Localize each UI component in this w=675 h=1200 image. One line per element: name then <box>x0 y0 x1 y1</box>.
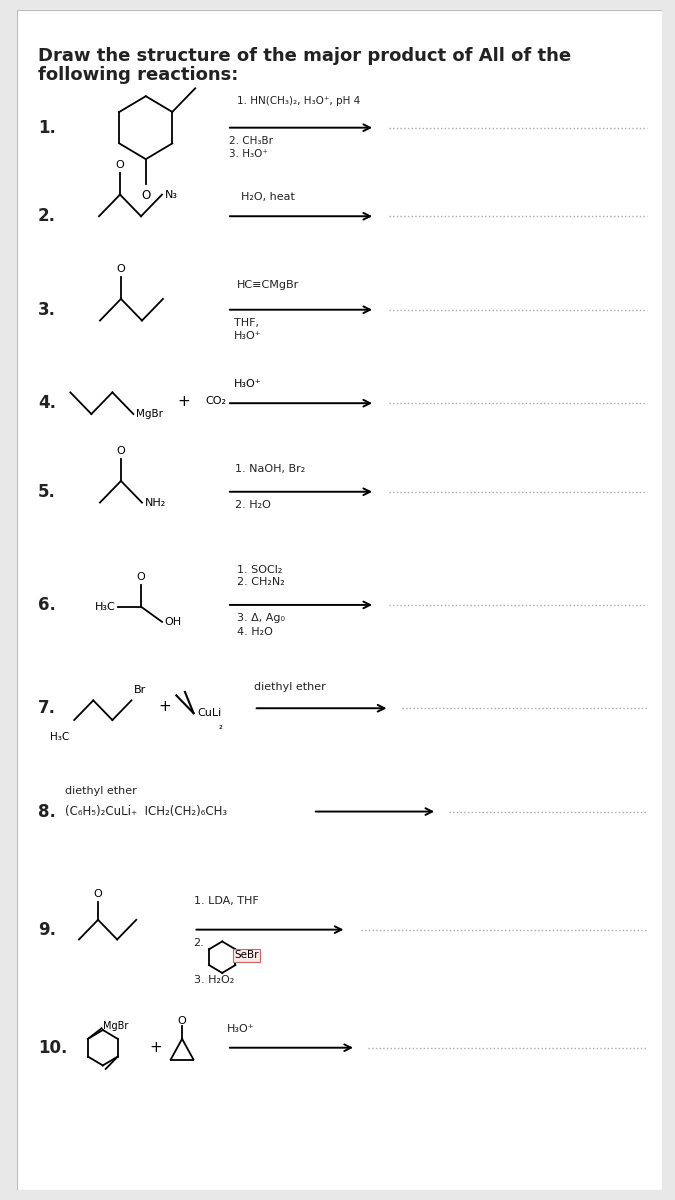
Text: ₂: ₂ <box>219 721 222 731</box>
Text: CO₂: CO₂ <box>205 396 226 407</box>
Text: following reactions:: following reactions: <box>38 66 238 84</box>
Text: +: + <box>149 1040 162 1055</box>
Text: O: O <box>178 1016 186 1026</box>
Text: MgBr: MgBr <box>103 1021 129 1032</box>
Text: H₃O⁺: H₃O⁺ <box>234 379 261 390</box>
Text: 1. SOCl₂: 1. SOCl₂ <box>236 565 282 575</box>
Text: MgBr: MgBr <box>136 409 163 419</box>
Text: 5.: 5. <box>38 482 56 500</box>
Text: H₃O⁺: H₃O⁺ <box>234 331 261 341</box>
Text: NH₂: NH₂ <box>145 498 166 508</box>
Text: SeBr: SeBr <box>234 950 259 960</box>
Text: 2. H₂O: 2. H₂O <box>235 499 271 510</box>
Text: H₃C: H₃C <box>50 732 70 742</box>
Text: 3. H₂O₂: 3. H₂O₂ <box>194 974 234 985</box>
Text: HC≡CMgBr: HC≡CMgBr <box>236 280 299 290</box>
Text: diethyl ether: diethyl ether <box>65 786 136 796</box>
Text: 2. CH₃Br: 2. CH₃Br <box>229 136 273 145</box>
Text: +: + <box>159 698 171 714</box>
Text: H₂O, heat: H₂O, heat <box>241 192 295 203</box>
Text: H₃O⁺: H₃O⁺ <box>227 1024 254 1034</box>
Text: CuLi: CuLi <box>197 708 221 718</box>
Text: 2. CH₂N₂: 2. CH₂N₂ <box>236 577 284 587</box>
Text: 2.: 2. <box>194 937 205 948</box>
Text: 3. H₃O⁺: 3. H₃O⁺ <box>229 149 268 160</box>
FancyBboxPatch shape <box>17 10 662 1190</box>
Text: OH: OH <box>164 617 182 626</box>
Text: O: O <box>136 572 145 582</box>
Text: 1. LDA, THF: 1. LDA, THF <box>194 896 259 906</box>
Text: diethyl ether: diethyl ether <box>254 683 325 692</box>
Text: 10.: 10. <box>38 1039 68 1057</box>
Text: 3.: 3. <box>38 301 56 319</box>
Text: THF,: THF, <box>234 318 259 328</box>
Text: O: O <box>115 161 124 170</box>
Text: 1. HN(CH₃)₂, H₃O⁺, pH 4: 1. HN(CH₃)₂, H₃O⁺, pH 4 <box>236 96 360 106</box>
Text: O: O <box>117 445 126 456</box>
Text: N₃: N₃ <box>165 190 178 199</box>
Text: 7.: 7. <box>38 700 56 718</box>
Text: O: O <box>117 264 126 274</box>
Text: 1. NaOH, Br₂: 1. NaOH, Br₂ <box>235 464 305 474</box>
Text: H₃C: H₃C <box>95 601 116 612</box>
Text: 8.: 8. <box>38 803 56 821</box>
Text: 2.: 2. <box>38 208 56 226</box>
Text: 3. Δ, Ag₀: 3. Δ, Ag₀ <box>236 613 285 623</box>
Text: 9.: 9. <box>38 920 56 938</box>
Text: 4. H₂O: 4. H₂O <box>236 626 273 636</box>
Text: 1.: 1. <box>38 119 56 137</box>
Text: 6.: 6. <box>38 596 56 614</box>
Text: +: + <box>178 394 190 409</box>
Text: 4.: 4. <box>38 394 56 412</box>
Text: Br: Br <box>134 685 146 696</box>
Text: O: O <box>94 889 103 899</box>
Text: O: O <box>141 188 151 202</box>
Text: Draw the structure of the major product of All of the: Draw the structure of the major product … <box>38 47 571 65</box>
Text: (C₆H₅)₂CuLi₊  ICH₂(CH₂)₆CH₃: (C₆H₅)₂CuLi₊ ICH₂(CH₂)₆CH₃ <box>65 805 227 818</box>
